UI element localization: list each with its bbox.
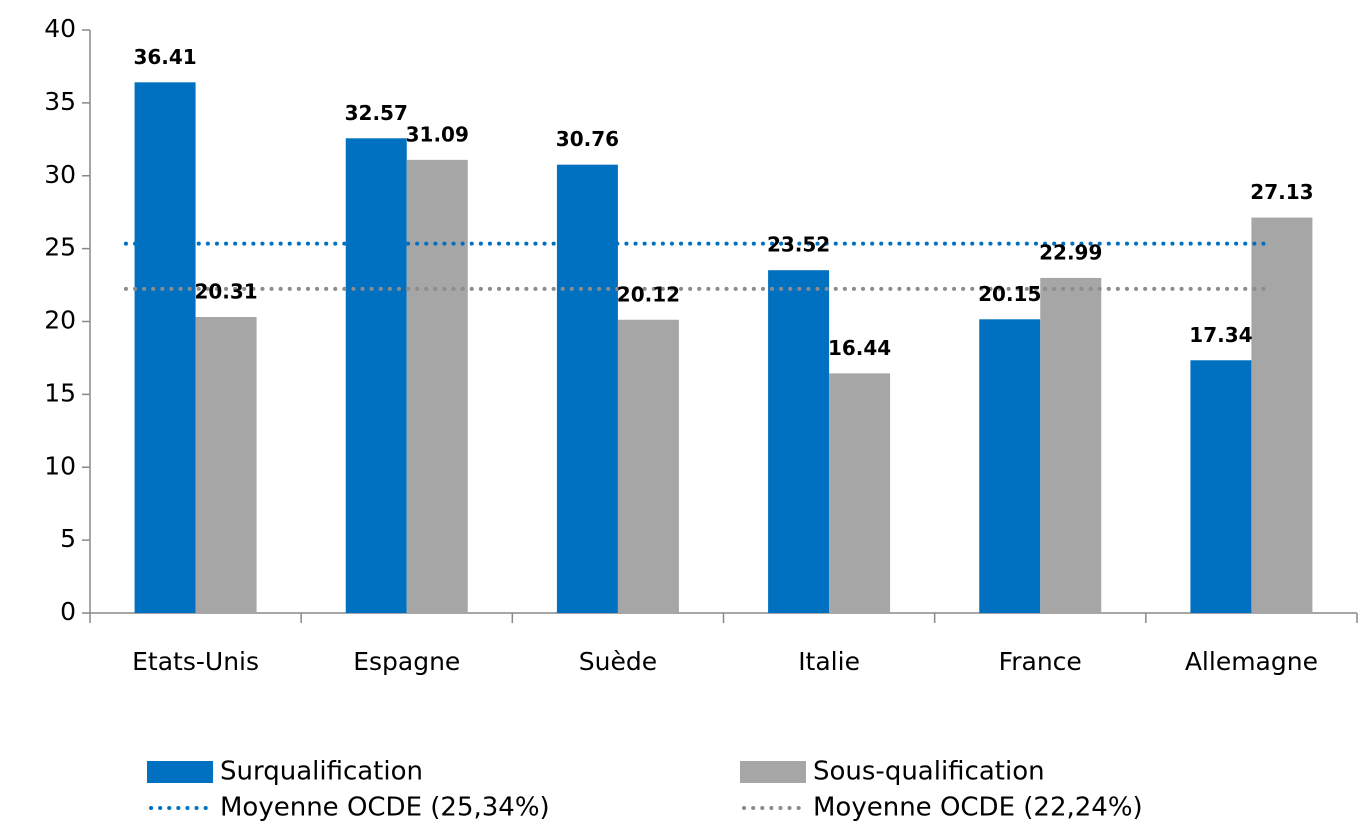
legend-swatch [147,761,213,783]
data-label: 30.76 [556,127,619,151]
legend-label: Surqualification [220,757,423,787]
data-label: 16.44 [828,336,891,360]
x-tick-label: Italie [798,647,860,676]
data-label: 20.15 [978,282,1041,306]
y-tick-label: 40 [44,14,76,43]
bar [406,159,468,613]
data-label: 23.52 [767,233,830,257]
data-label: 22.99 [1039,240,1102,264]
x-tick-label: France [999,647,1082,676]
y-tick-label: 30 [44,160,76,189]
y-tick-label: 15 [44,378,76,407]
bar [1040,277,1102,613]
legend-label: Sous-qualification [813,757,1045,787]
bar [979,319,1041,613]
bar [768,270,830,613]
bar [829,373,891,613]
legend-label: Moyenne OCDE (22,24%) [813,793,1143,823]
y-tick-label: 5 [60,524,76,553]
legend-swatch [740,761,806,783]
data-label: 20.12 [617,282,680,306]
data-label: 27.13 [1250,180,1313,204]
data-label: 32.57 [345,101,408,125]
data-label: 17.34 [1189,323,1252,347]
bar [556,164,618,613]
x-tick-label: Suède [579,647,657,676]
y-tick-label: 25 [44,233,76,262]
bar [134,82,196,614]
x-tick-label: Allemagne [1185,647,1318,676]
legend-label: Moyenne OCDE (25,34%) [220,793,550,823]
bar [345,138,407,614]
y-tick-label: 20 [44,306,76,335]
bar [1251,217,1313,613]
data-label: 20.31 [194,279,257,303]
y-tick-label: 35 [44,87,76,116]
bar [195,316,257,613]
x-tick-label: Etats-Unis [132,647,259,676]
bar [617,319,679,613]
bar [1190,360,1252,613]
x-tick-label: Espagne [353,647,460,676]
y-tick-label: 0 [60,597,76,626]
y-tick-label: 10 [44,451,76,480]
data-label: 36.41 [133,45,196,69]
data-label: 31.09 [406,122,469,146]
